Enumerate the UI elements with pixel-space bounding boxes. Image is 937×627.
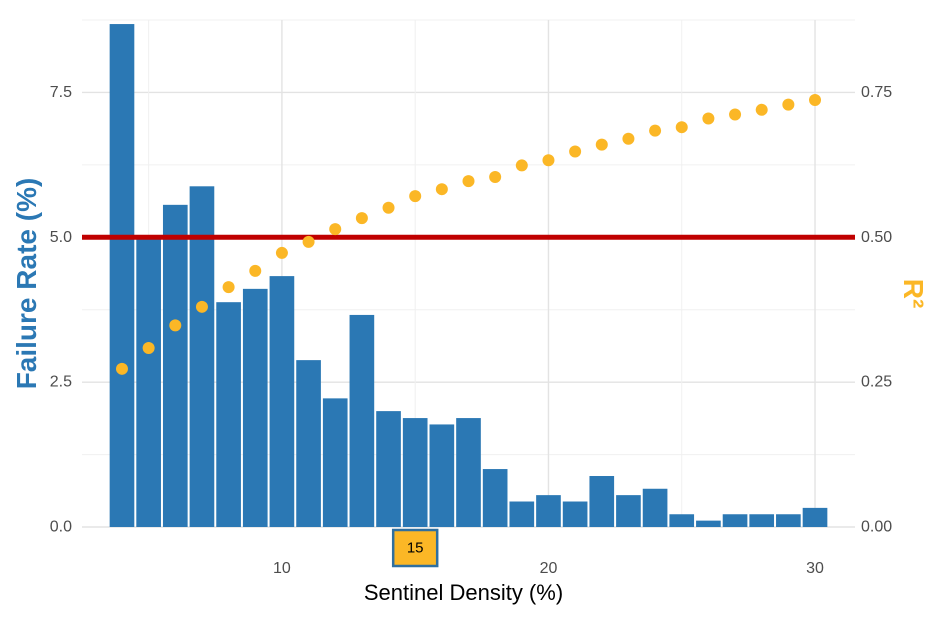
x-tick-label: 30 <box>806 560 824 577</box>
scatter-point <box>515 159 528 172</box>
bar <box>482 469 508 527</box>
scatter-point <box>755 103 768 116</box>
scatter-point <box>382 201 395 214</box>
scatter-point <box>489 171 502 184</box>
y-tick-label-right: 0.75 <box>861 84 892 101</box>
x-tick-label: 10 <box>273 560 291 577</box>
scatter-point <box>222 281 235 294</box>
bar <box>296 360 321 527</box>
bar <box>136 237 161 528</box>
highlight-badge-box <box>391 528 439 568</box>
y-axis-title-left: Failure Rate (%) <box>11 178 42 390</box>
bar <box>162 204 188 527</box>
x-tick-label: 20 <box>540 560 558 577</box>
scatter-point <box>729 108 742 121</box>
x-axis-title: Sentinel Density (%) <box>364 580 563 605</box>
bar <box>669 514 695 527</box>
bar <box>616 495 641 527</box>
y-tick-label-right: 0.50 <box>861 229 892 246</box>
y-tick-label-right: 0.00 <box>861 519 892 536</box>
bar <box>696 520 721 527</box>
scatter-points <box>115 93 822 375</box>
scatter-point <box>622 132 635 145</box>
scatter-point <box>302 235 315 248</box>
y-axis-right: 0.00 0.25 0.50 0.75 <box>861 84 892 536</box>
highlight-badge-label: 15 <box>407 540 424 557</box>
bar <box>509 501 535 527</box>
scatter-point <box>249 264 262 277</box>
bar <box>802 507 828 527</box>
bar <box>776 514 801 527</box>
scatter-point <box>169 319 182 332</box>
bar <box>349 314 375 527</box>
scatter-point <box>809 93 822 106</box>
scatter-point <box>595 138 608 151</box>
y-tick-label-left: 5.0 <box>50 229 72 246</box>
bar <box>376 411 401 527</box>
scatter-point <box>435 183 448 196</box>
scatter-point <box>782 98 795 111</box>
bar <box>642 488 668 527</box>
scatter-point <box>409 190 422 203</box>
bars <box>109 24 828 528</box>
bar <box>109 24 135 527</box>
x-axis: 10 20 30 <box>273 560 824 577</box>
bar <box>536 495 561 527</box>
y-tick-label-left: 0.0 <box>50 519 72 536</box>
bar <box>589 476 615 527</box>
scatter-point <box>702 112 715 125</box>
bar <box>562 501 588 527</box>
scatter-point <box>142 341 155 354</box>
y-axis-title-right: R² <box>898 279 929 309</box>
bar <box>722 514 748 527</box>
y-tick-label-left: 2.5 <box>50 374 72 391</box>
bar <box>402 418 428 527</box>
bar <box>242 288 268 527</box>
bar <box>269 276 295 527</box>
scatter-point <box>275 246 288 259</box>
scatter-point <box>329 223 342 236</box>
highlight-badge: 15 <box>391 528 439 568</box>
scatter-point <box>355 212 368 225</box>
scatter-point <box>675 121 688 134</box>
bar <box>456 418 481 527</box>
scatter-point <box>195 300 208 313</box>
scatter-point <box>569 145 582 158</box>
bar <box>749 514 775 527</box>
scatter-point <box>542 154 555 167</box>
bar <box>216 302 241 527</box>
bar <box>322 398 348 527</box>
y-axis-left: 0.0 2.5 5.0 7.5 <box>50 84 72 536</box>
y-tick-label-right: 0.25 <box>861 374 892 391</box>
bar <box>189 186 215 527</box>
scatter-point <box>649 124 662 137</box>
scatter-point <box>462 175 475 188</box>
y-tick-label-left: 7.5 <box>50 84 72 101</box>
scatter-point <box>115 362 128 375</box>
bar <box>429 424 455 527</box>
